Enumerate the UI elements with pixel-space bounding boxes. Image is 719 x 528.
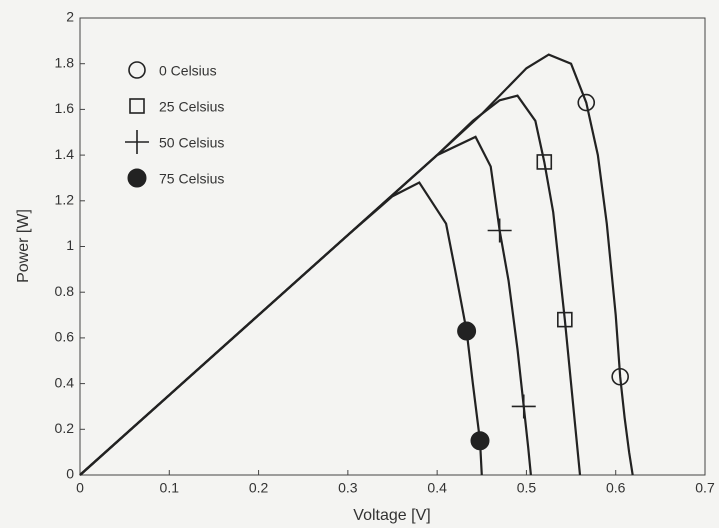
series-line <box>80 137 531 475</box>
y-tick-label: 0 <box>66 466 74 482</box>
y-tick-label: 0.4 <box>55 374 75 390</box>
series-line <box>80 183 482 475</box>
plot-area <box>80 18 705 475</box>
x-tick-label: 0.5 <box>517 480 537 496</box>
y-tick-label: 1.4 <box>55 146 75 162</box>
y-tick-label: 1.8 <box>55 54 75 70</box>
y-tick-label: 1 <box>66 237 74 253</box>
y-tick-label: 2 <box>66 9 74 25</box>
y-tick-label: 1.6 <box>55 100 75 116</box>
x-tick-label: 0.7 <box>695 480 715 496</box>
y-tick-label: 1.2 <box>55 192 75 208</box>
marker <box>512 394 536 418</box>
y-tick-label: 0.6 <box>55 329 75 345</box>
legend-marker <box>125 130 149 154</box>
x-tick-label: 0.6 <box>606 480 626 496</box>
legend-marker <box>130 99 144 113</box>
marker <box>471 432 489 450</box>
legend-marker <box>129 62 145 78</box>
y-axis-label: Power [W] <box>15 209 32 283</box>
series-line <box>80 96 580 475</box>
x-tick-label: 0.3 <box>338 480 358 496</box>
legend-marker <box>128 169 146 187</box>
legend-label: 25 Celsius <box>159 99 224 115</box>
legend-label: 0 Celsius <box>159 63 217 79</box>
y-tick-label: 0.8 <box>55 283 75 299</box>
marker <box>458 322 476 340</box>
x-tick-label: 0 <box>76 480 84 496</box>
x-tick-label: 0.1 <box>160 480 180 496</box>
legend-label: 75 Celsius <box>159 171 224 187</box>
marker <box>488 219 512 243</box>
series-line <box>80 55 633 475</box>
chart: Voltage [V] Power [W] 0 0.1 0.2 0.3 0.4 0.5 0.… <box>0 0 719 528</box>
y-tick-label: 0.2 <box>55 420 75 436</box>
x-tick-label: 0.4 <box>427 480 447 496</box>
x-axis-label: Voltage [V] <box>353 507 430 524</box>
x-tick-label: 0.2 <box>249 480 269 496</box>
legend-label: 50 Celsius <box>159 135 224 151</box>
